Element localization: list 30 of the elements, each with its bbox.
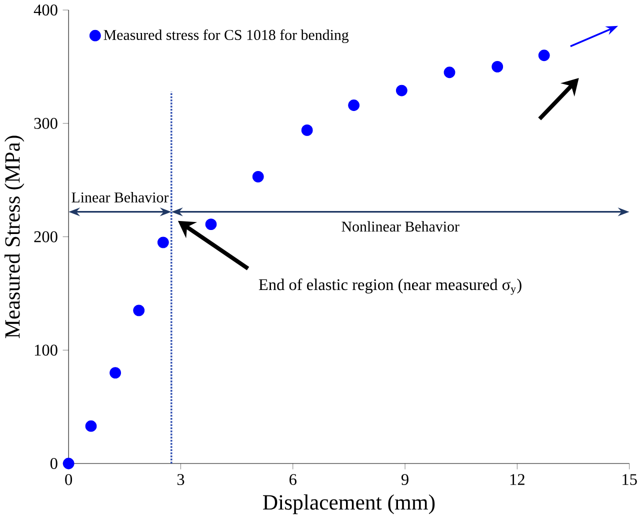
- x-tick-label: 12: [510, 474, 524, 486]
- x-tick-label: 0: [65, 474, 72, 486]
- y-tick-label: 0: [50, 458, 58, 470]
- y-tick-label: 300: [34, 118, 58, 130]
- x-tick-label: 15: [622, 474, 637, 486]
- point: [205, 218, 217, 230]
- point: [396, 84, 408, 96]
- point: [538, 50, 550, 62]
- x-tick-label: 6: [290, 474, 296, 486]
- point: [492, 61, 504, 73]
- point: [444, 66, 456, 78]
- point: [85, 420, 97, 432]
- point: [157, 236, 169, 248]
- point: [252, 171, 264, 183]
- y-tick-label: 400: [34, 4, 58, 16]
- x-tick-label: 3: [177, 474, 184, 486]
- point: [62, 458, 74, 470]
- y-tick-label: 100: [34, 344, 58, 356]
- annotation: Linear Behavior: [72, 192, 169, 203]
- y-tick-label: 200: [34, 231, 58, 242]
- legend-label: Measured stress for CS 1018 for bending: [104, 30, 349, 44]
- annotation: Nonlinear Behavior: [342, 221, 460, 232]
- point: [110, 367, 122, 379]
- point: [133, 304, 145, 316]
- y-axis-title: Measured Stress (MPa): [4, 136, 24, 338]
- annotation: End of elastic region (near measured σ$_{y}$): [258, 278, 522, 295]
- point: [348, 100, 360, 112]
- x-axis-title: Displacement (mm): [263, 494, 435, 514]
- point: [301, 124, 313, 136]
- x-tick-label: 9: [401, 474, 408, 486]
